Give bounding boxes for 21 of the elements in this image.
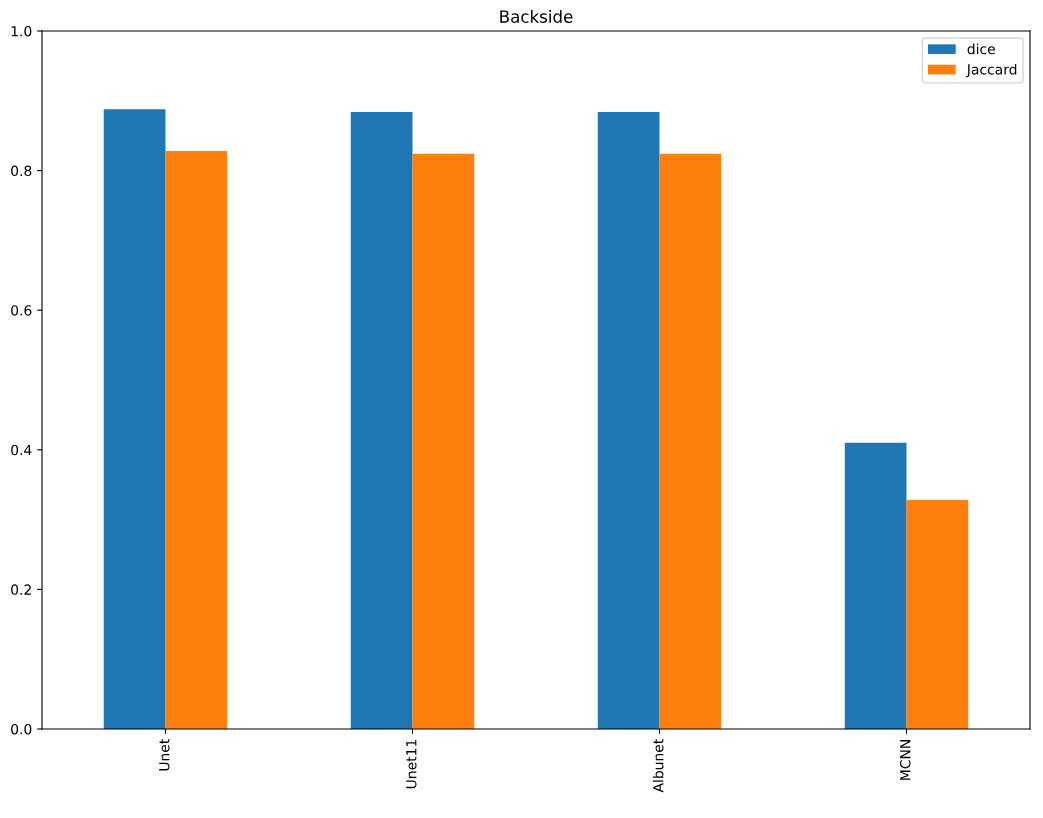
bar — [844, 442, 907, 729]
bar — [906, 500, 969, 729]
y-tick-label: 0.2 — [11, 584, 31, 595]
bar — [350, 111, 413, 729]
bar — [103, 109, 166, 729]
bar — [165, 151, 228, 729]
y-tick-label: 0.4 — [11, 444, 32, 456]
x-tick-label: Unet — [159, 739, 170, 771]
bar — [412, 153, 475, 729]
legend-label: dice — [967, 43, 995, 55]
y-tick-label: 1.0 — [11, 25, 32, 37]
legend-label: Jaccard — [966, 63, 1017, 78]
y-tick-label: 0.8 — [11, 165, 32, 177]
x-tick-label: Unet11 — [406, 740, 417, 789]
x-tick-label: MCNN — [900, 740, 911, 780]
y-tick-label: 0.0 — [11, 723, 32, 735]
bar — [597, 111, 660, 729]
bar — [659, 153, 722, 729]
chart-title: Backside — [500, 10, 573, 23]
x-tick-label: Albunet — [652, 739, 664, 793]
y-tick-label: 0.6 — [11, 305, 32, 316]
